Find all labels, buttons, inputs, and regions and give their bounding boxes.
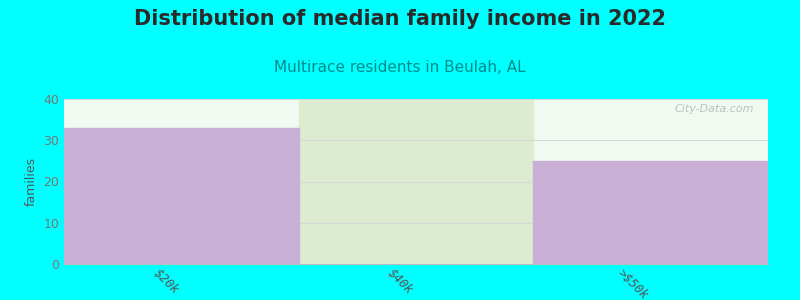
Y-axis label: families: families bbox=[25, 157, 38, 206]
Text: City-Data.com: City-Data.com bbox=[674, 104, 754, 114]
Bar bbox=[298, 99, 534, 264]
Text: Distribution of median family income in 2022: Distribution of median family income in … bbox=[134, 9, 666, 29]
Bar bbox=[534, 161, 768, 264]
Text: Multirace residents in Beulah, AL: Multirace residents in Beulah, AL bbox=[274, 60, 526, 75]
Bar bbox=[64, 128, 298, 264]
